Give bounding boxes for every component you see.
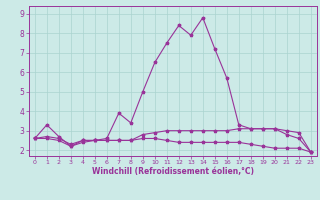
X-axis label: Windchill (Refroidissement éolien,°C): Windchill (Refroidissement éolien,°C) bbox=[92, 167, 254, 176]
